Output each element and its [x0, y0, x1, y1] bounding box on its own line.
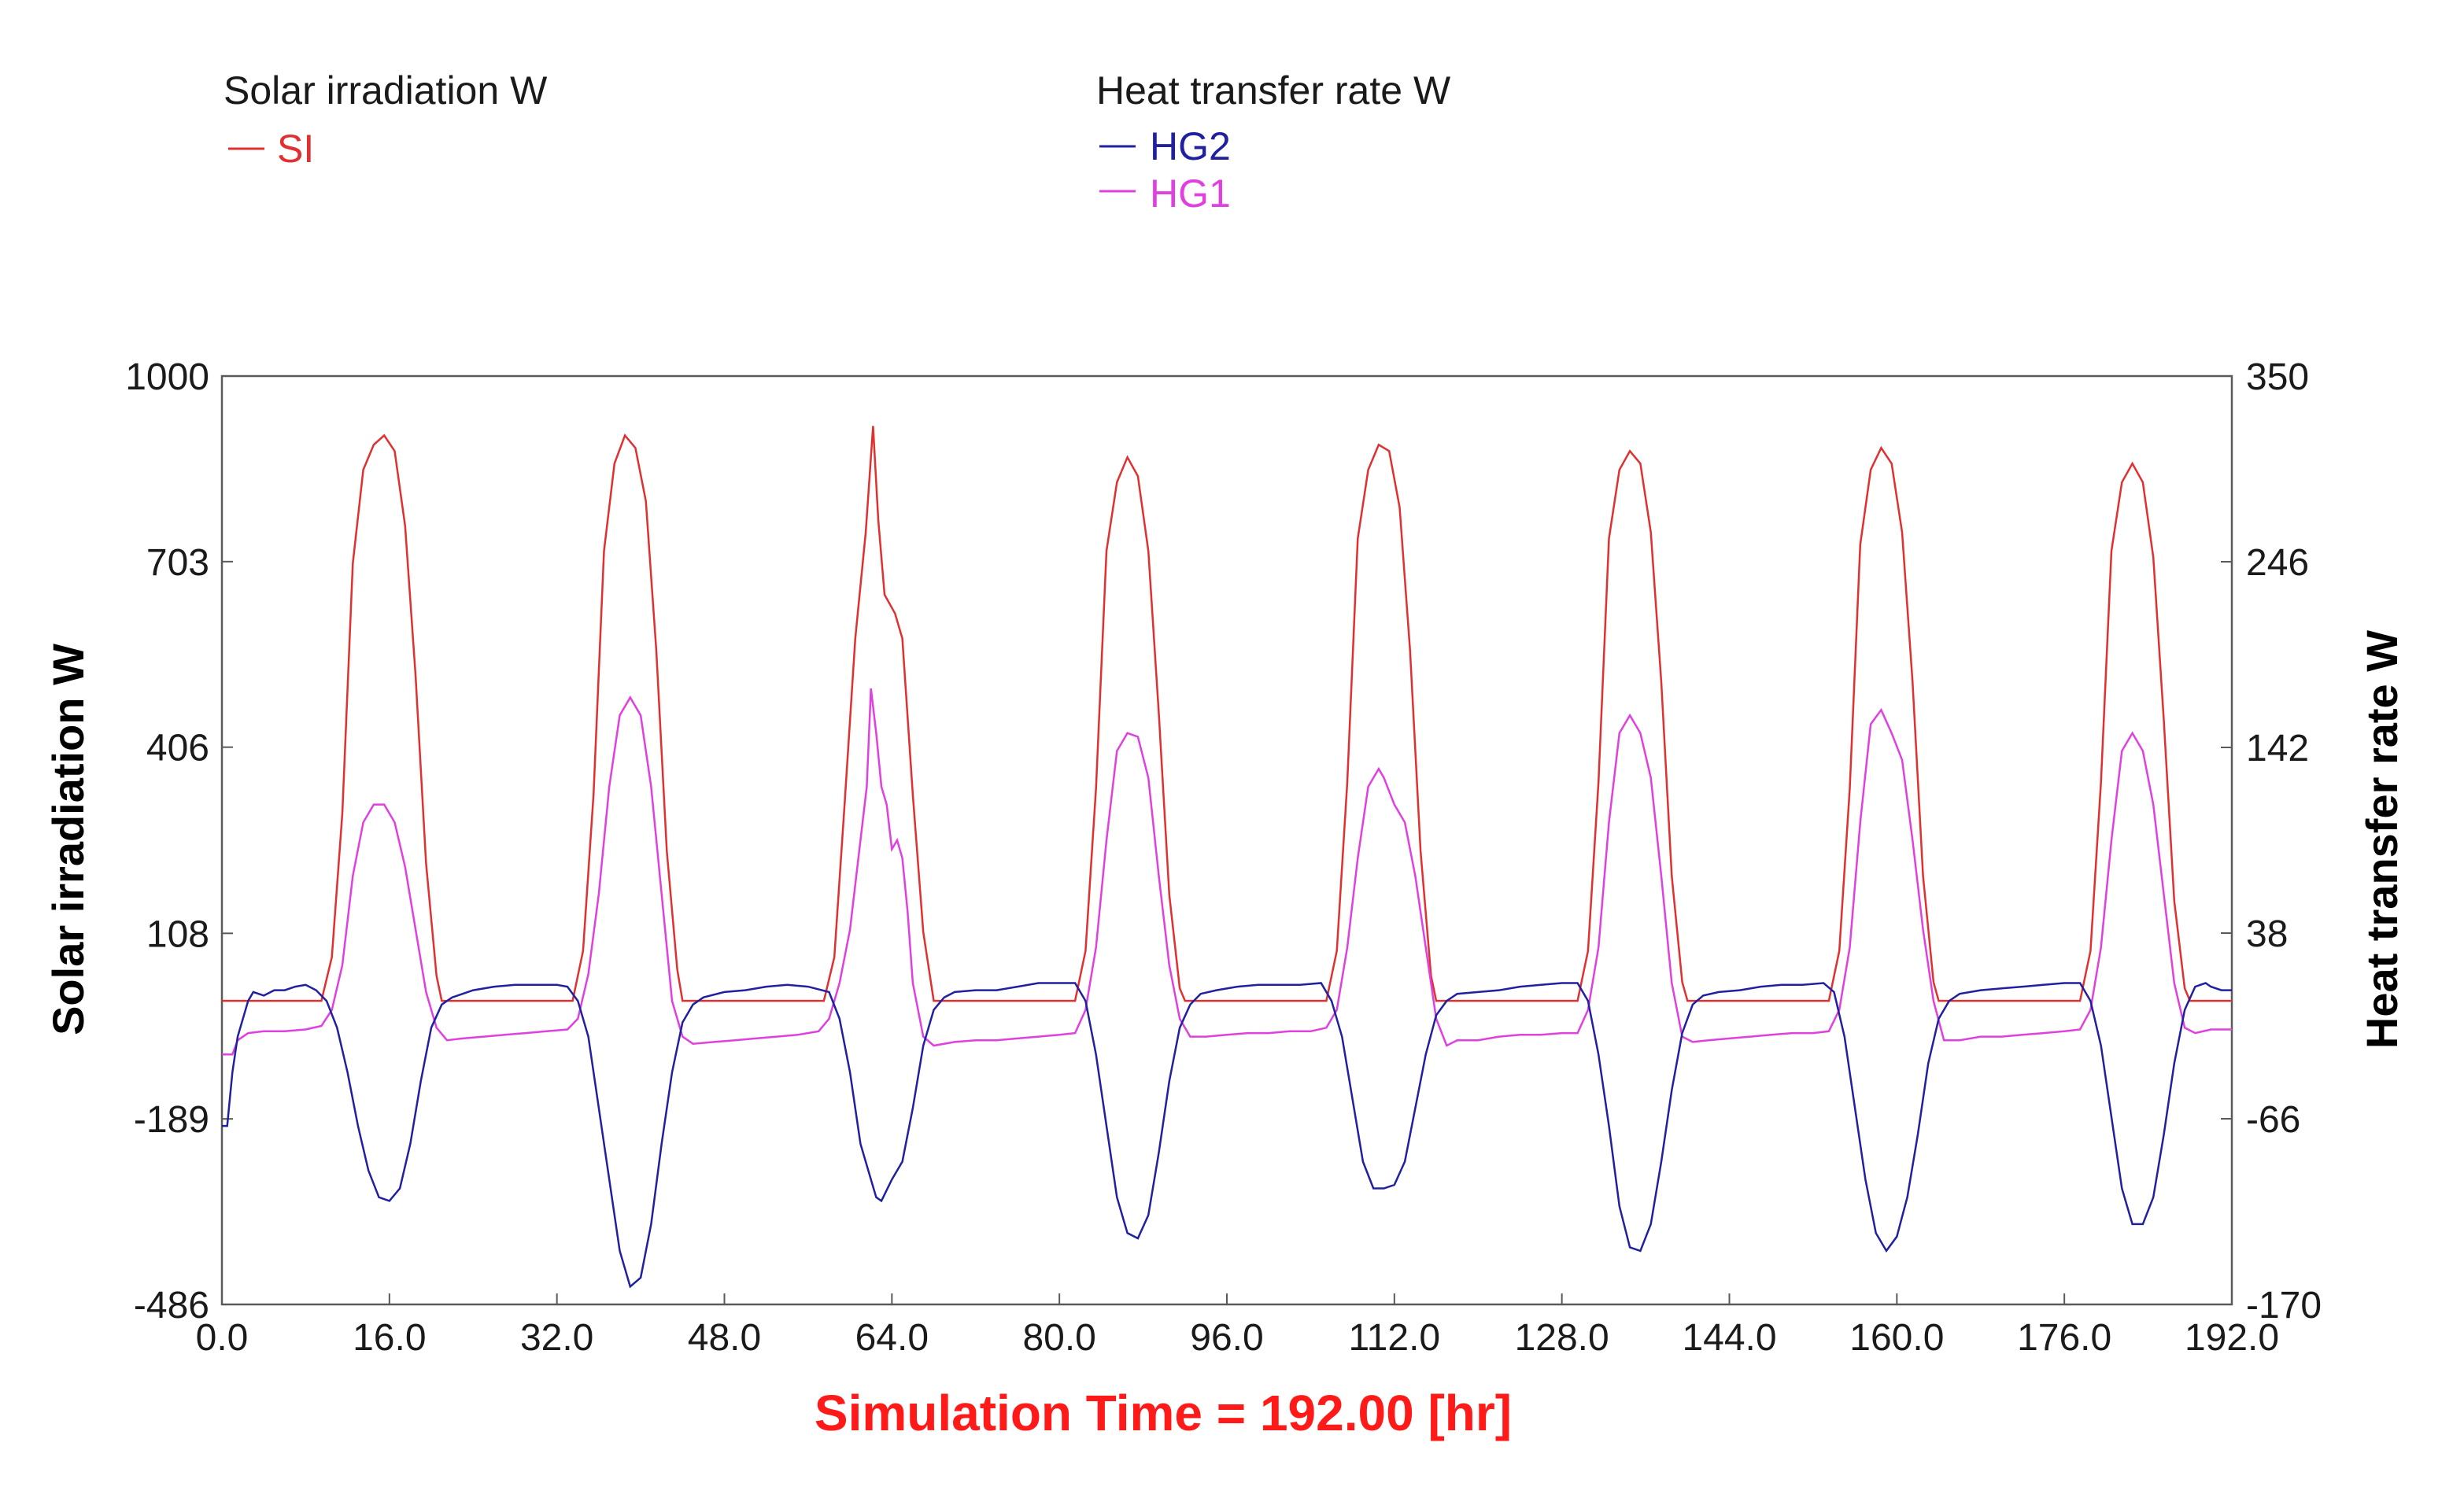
x-axis-title: Simulation Time = 192.00 [hr] [815, 1385, 1512, 1441]
x-tick-label: 192.0 [2185, 1317, 2279, 1359]
y-axis-left: 1000 703 406 108 -189 -486 [125, 356, 233, 1326]
legend-label-si: SI [277, 127, 314, 171]
series-layer [222, 426, 2232, 1289]
x-tick-label: 16.0 [353, 1317, 426, 1359]
y-right-tick-label: 38 [2246, 913, 2288, 955]
series-line-hg1 [222, 688, 2232, 1056]
x-tick-label: 160.0 [1849, 1317, 1944, 1359]
y-left-tick-label: 703 [146, 542, 209, 584]
x-tick-label: 144.0 [1682, 1317, 1776, 1359]
y-axis-right-title: Heat transfer rate W [2357, 630, 2407, 1049]
y-right-tick-label: -170 [2246, 1285, 2322, 1326]
series-line-si [222, 426, 2232, 1002]
legend-title-heat-transfer-rate: Heat transfer rate W [1096, 68, 1451, 113]
legend-title-solar-irradiation: Solar irradiation W [223, 68, 548, 113]
y-right-tick-label: 246 [2246, 542, 2309, 584]
y-left-tick-label: 1000 [125, 356, 209, 398]
x-tick-label: 176.0 [2017, 1317, 2111, 1359]
x-tick-label: 112.0 [1349, 1317, 1441, 1359]
x-axis: 0.0 16.0 32.0 48.0 64.0 80.0 96.0 112.0 128.0 144… [196, 1293, 2279, 1359]
series-line-hg2 [222, 982, 2232, 1289]
y-right-tick-label: -66 [2246, 1099, 2300, 1141]
x-tick-label: 128.0 [1515, 1317, 1609, 1359]
y-left-tick-label: -189 [134, 1099, 209, 1141]
legend-label-hg2: HG2 [1150, 124, 1231, 168]
x-tick-label: 32.0 [520, 1317, 593, 1359]
x-tick-label: 96.0 [1190, 1317, 1263, 1359]
y-left-tick-label: 108 [146, 913, 209, 955]
x-tick-label: 64.0 [855, 1317, 929, 1359]
y-right-tick-label: 350 [2246, 356, 2309, 398]
y-axis-left-title: Solar irradiation W [43, 644, 93, 1035]
x-tick-label: 80.0 [1022, 1317, 1095, 1359]
x-tick-label: 48.0 [688, 1317, 761, 1359]
legend-label-hg1: HG1 [1150, 172, 1231, 216]
y-axis-right: 350 246 142 38 -66 -170 [2221, 356, 2322, 1326]
y-right-tick-label: 142 [2246, 728, 2309, 769]
y-left-tick-label: 406 [146, 728, 209, 769]
x-tick-label: 0.0 [196, 1317, 249, 1359]
y-left-tick-label: -486 [134, 1285, 209, 1326]
